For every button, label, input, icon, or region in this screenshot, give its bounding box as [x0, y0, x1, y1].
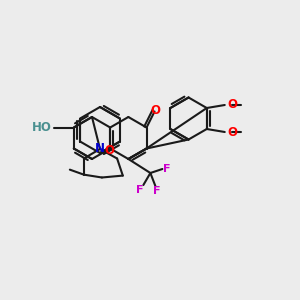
Text: N: N	[95, 142, 105, 154]
Text: O: O	[228, 125, 238, 139]
Text: HO: HO	[32, 121, 52, 134]
Text: F: F	[163, 164, 170, 174]
Text: F: F	[153, 186, 160, 196]
Text: O: O	[104, 144, 114, 157]
Text: F: F	[136, 185, 143, 195]
Text: O: O	[151, 104, 160, 117]
Text: O: O	[228, 98, 238, 112]
